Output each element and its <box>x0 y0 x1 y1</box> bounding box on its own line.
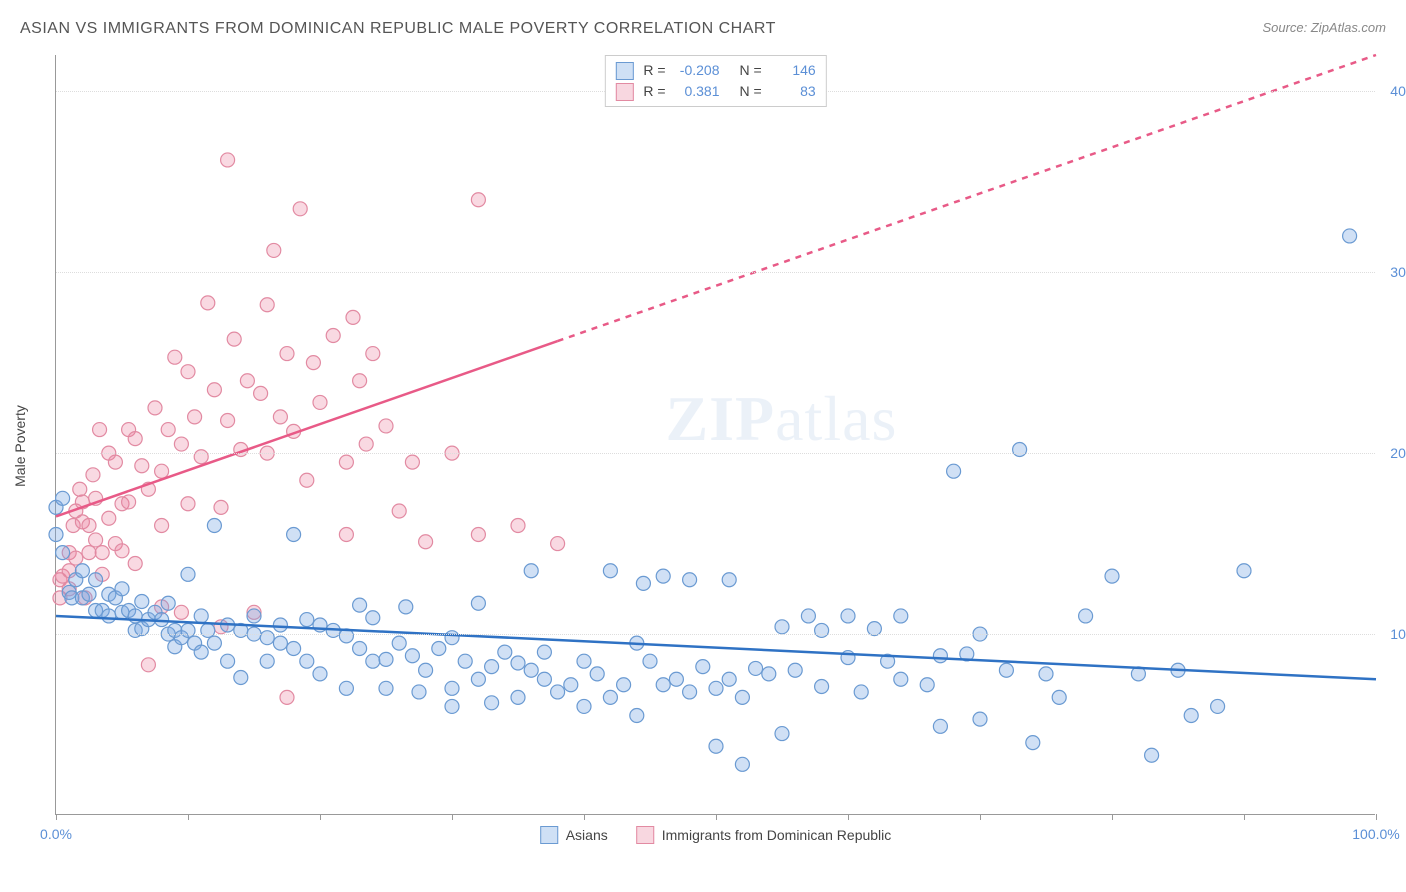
x-tick <box>716 814 717 820</box>
y-tick-label: 30.0% <box>1390 264 1406 280</box>
stats-row-b: R = 0.381 N = 83 <box>615 81 815 102</box>
y-tick-label: 10.0% <box>1390 626 1406 642</box>
swatch-b-icon <box>636 826 654 844</box>
x-tick <box>1244 814 1245 820</box>
x-tick-label: 100.0% <box>1352 826 1399 842</box>
series-legend: Asians Immigrants from Dominican Republi… <box>540 826 892 844</box>
x-tick <box>452 814 453 820</box>
grid-line <box>56 453 1375 454</box>
x-tick <box>584 814 585 820</box>
stats-row-a: R = -0.208 N = 146 <box>615 60 815 81</box>
x-tick <box>188 814 189 820</box>
legend-label-b: Immigrants from Dominican Republic <box>662 827 892 843</box>
y-axis-title: Male Poverty <box>12 405 28 487</box>
x-tick <box>980 814 981 820</box>
legend-item-a: Asians <box>540 826 608 844</box>
swatch-b-icon <box>615 83 633 101</box>
legend-label-a: Asians <box>566 827 608 843</box>
x-tick <box>56 814 57 820</box>
grid-line <box>56 272 1375 273</box>
source-attribution: Source: ZipAtlas.com <box>1262 20 1386 35</box>
chart-title: ASIAN VS IMMIGRANTS FROM DOMINICAN REPUB… <box>20 20 776 38</box>
x-tick <box>320 814 321 820</box>
x-tick <box>1112 814 1113 820</box>
swatch-a-icon <box>540 826 558 844</box>
x-tick <box>1376 814 1377 820</box>
legend-item-b: Immigrants from Dominican Republic <box>636 826 892 844</box>
y-tick-label: 20.0% <box>1390 445 1406 461</box>
x-tick <box>848 814 849 820</box>
y-tick-label: 40.0% <box>1390 83 1406 99</box>
grid-line <box>56 634 1375 635</box>
correlation-stats-box: R = -0.208 N = 146 R = 0.381 N = 83 <box>604 55 826 107</box>
x-tick-label: 0.0% <box>40 826 72 842</box>
scatter-plot-svg <box>56 55 1375 814</box>
chart-plot-area: ZIPatlas R = -0.208 N = 146 R = 0.381 N … <box>55 55 1375 815</box>
swatch-a-icon <box>615 62 633 80</box>
